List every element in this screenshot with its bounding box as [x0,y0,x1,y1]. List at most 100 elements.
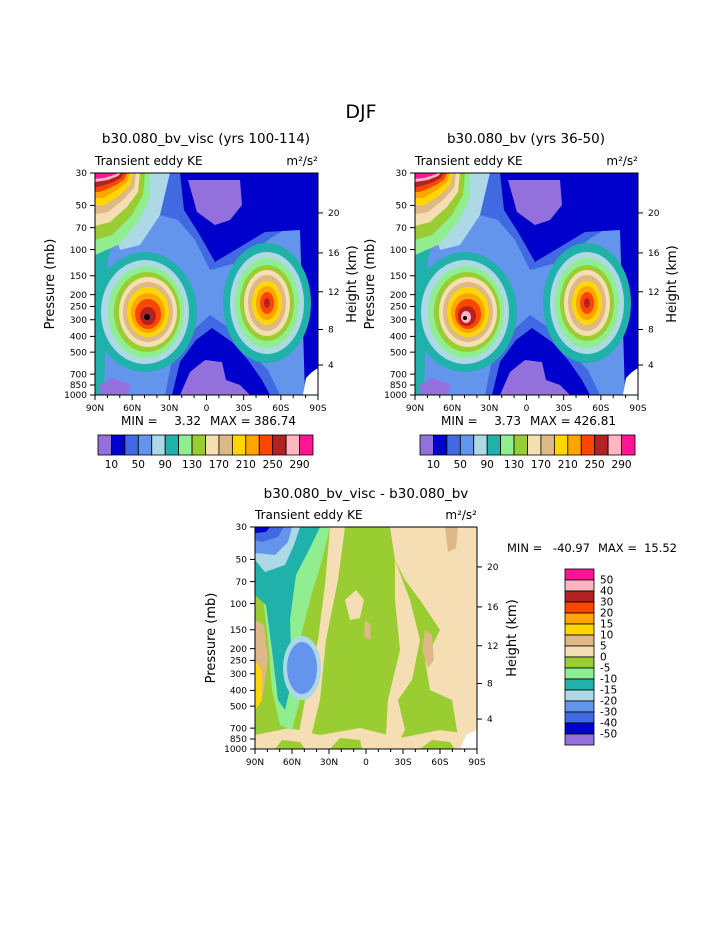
colorbar-label: 210 [558,459,578,471]
x-tick-label: 90N [86,404,104,414]
panel-b-contours [415,173,638,395]
x-tick-label: 0 [524,404,530,414]
colorbar-swatch [567,434,582,456]
colorbar-swatch [245,434,260,456]
y-tick-label: 30 [76,169,88,179]
colorbar-label: 90 [159,459,172,471]
panel-a-units: m²/s² [286,154,318,168]
y-tick-label: 30 [396,169,408,179]
y-right-tick-label: 20 [648,209,660,219]
x-tick-label: 60S [431,758,448,768]
colorbar-swatch [564,590,595,603]
panel-c-axes: 90N 60N 30N 0 30S 60S 90S 30 50 70 100 150 200 250 300… [224,523,499,768]
y-tick-label: 250 [390,303,407,313]
colorbar-label: 210 [236,459,256,471]
panel-b-max-label: MAX = [530,414,571,428]
y-right-tick-label: 16 [487,603,499,613]
colorbar-swatch [607,434,622,456]
colorbar-label: 10 [427,459,440,471]
y-right-tick-label: 8 [328,326,334,336]
x-tick-label: 60N [283,758,301,768]
panel-b: b30.080_bv (yrs 36-50) Transient eddy KE… [363,131,680,471]
y-right-tick-label: 4 [648,361,654,371]
y-tick-label: 150 [70,272,87,282]
panel-c-min-label: MIN = [507,541,542,555]
colorbar-label: 15 [600,619,613,631]
colorbar-swatch [540,434,555,456]
y-tick-label: 250 [230,657,247,667]
colorbar-swatch [258,434,274,456]
colorbar-label: -40 [600,718,617,730]
colorbar-label: 10 [105,459,118,471]
colorbar-swatch [594,434,609,456]
colorbar-swatch [97,434,112,456]
colorbar-swatch [564,568,595,581]
panel-b-subtitle: Transient eddy KE [414,154,523,168]
y-right-tick-label: 20 [487,563,499,573]
panel-c-title: b30.080_bv_visc - b30.080_bv [264,486,469,502]
colorbar-label: 290 [290,459,310,471]
y-right-tick-label: 12 [487,642,498,652]
colorbar-swatch [433,434,448,456]
y-right-tick-label: 16 [328,249,340,259]
colorbar-label: 170 [209,459,229,471]
colorbar-swatch [564,722,595,735]
y-tick-label: 400 [70,333,87,343]
panel-a-min-label: MIN = [121,414,158,428]
panel-c-units: m²/s² [445,508,477,522]
colorbar-swatch [205,434,220,456]
y-tick-label: 150 [390,272,407,282]
y-tick-label: 1000 [384,391,407,401]
y-tick-label: 100 [230,600,247,610]
y-tick-label: 850 [390,381,407,391]
colorbar-swatch [621,434,636,456]
x-tick-label: 90S [629,404,646,414]
x-tick-label: 30N [480,404,498,414]
y-tick-label: 100 [390,246,407,256]
x-tick-label: 30N [320,758,338,768]
colorbar-label: -10 [600,674,617,686]
y-tick-label: 500 [230,702,247,712]
colorbar-swatch [564,667,595,680]
colorbar-label: 90 [481,459,494,471]
x-tick-label: 30N [160,404,178,414]
colorbar-swatch [564,656,595,669]
colorbar-swatch [564,579,595,592]
panel-c-max-value: 15.52 [644,541,677,555]
x-tick-label: 60N [443,404,461,414]
colorbar-swatch [137,434,153,456]
y-right-tick-label: 20 [328,209,340,219]
colorbar-label: 10 [600,630,613,642]
y-tick-label: 1000 [64,391,87,401]
y-right-tick-label: 16 [648,249,660,259]
panel-a-ylabel: Pressure (mb) [43,239,58,330]
y-tick-label: 100 [70,246,87,256]
panel-a-ylabel-right: Height (km) [345,245,360,322]
colorbar-swatch [553,434,569,456]
y-right-tick-label: 8 [648,326,654,336]
colorbar-swatch [218,434,233,456]
page-title: DJF [345,101,376,123]
colorbar-swatch [486,434,502,456]
colorbar-label: -15 [600,685,617,697]
y-tick-label: 70 [76,224,88,234]
panel-c-subtitle: Transient eddy KE [254,508,363,522]
colorbar-label: 40 [600,586,613,598]
y-tick-label: 50 [76,202,88,212]
colorbar-swatch [111,434,126,456]
colorbar-label: 250 [585,459,605,471]
y-tick-label: 700 [230,724,247,734]
colorbar-swatch [164,434,180,456]
y-tick-label: 850 [230,735,247,745]
colorbar-swatch [564,601,595,614]
y-right-tick-label: 12 [648,288,659,298]
x-tick-label: 0 [204,404,210,414]
y-tick-label: 50 [396,202,408,212]
colorbar-label: 130 [504,459,524,471]
colorbar-label: 290 [612,459,632,471]
colorbar-label: 50 [454,459,467,471]
panel-b-max-value: 426.81 [574,414,616,428]
colorbar-swatch [564,612,595,625]
x-tick-label: 30S [394,758,411,768]
colorbar-label: -30 [600,707,617,719]
